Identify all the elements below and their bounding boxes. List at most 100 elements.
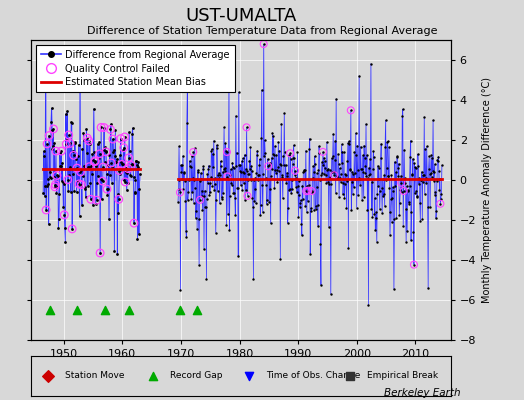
Point	[423, 176, 431, 182]
Point	[73, 165, 81, 171]
Point	[242, 124, 250, 130]
Point	[406, 183, 414, 189]
Point	[53, 172, 61, 179]
Point	[308, 188, 316, 194]
Point	[209, 164, 217, 170]
Point	[410, 160, 419, 166]
Point	[357, 166, 366, 172]
Point	[283, 220, 292, 226]
Point	[97, 196, 106, 202]
Point	[66, 140, 74, 146]
Point	[214, 169, 223, 176]
Point	[190, 145, 199, 151]
Point	[333, 174, 341, 181]
Point	[72, 189, 81, 195]
Point	[380, 172, 388, 178]
Point	[181, 178, 189, 184]
Point	[421, 174, 430, 181]
Point	[334, 161, 343, 168]
Point	[319, 149, 327, 155]
Point	[208, 146, 216, 152]
Point	[337, 141, 346, 148]
Point	[54, 225, 62, 231]
Point	[177, 162, 185, 168]
Point	[373, 238, 381, 245]
Point	[408, 172, 417, 179]
Point	[242, 187, 250, 194]
Point	[186, 163, 194, 169]
Point	[402, 183, 411, 190]
Point	[369, 148, 377, 154]
Point	[82, 194, 90, 200]
Point	[219, 190, 227, 196]
Point	[319, 162, 328, 168]
Point	[127, 162, 135, 169]
Point	[78, 202, 86, 208]
Point	[341, 181, 349, 188]
Point	[205, 180, 214, 186]
Point	[364, 302, 373, 308]
Point	[179, 185, 188, 192]
Point	[205, 192, 214, 198]
Point	[108, 136, 117, 142]
Point	[395, 160, 403, 167]
Point	[346, 107, 355, 114]
Point	[352, 152, 361, 158]
Point	[86, 196, 95, 202]
Point	[399, 188, 408, 194]
Point	[280, 149, 289, 155]
Point	[223, 149, 231, 155]
Point	[45, 132, 53, 139]
Point	[188, 153, 196, 159]
Point	[242, 166, 250, 172]
Point	[198, 187, 206, 194]
Point	[176, 189, 184, 196]
Point	[77, 169, 85, 175]
Point	[344, 140, 352, 147]
Point	[290, 172, 299, 178]
Point	[101, 307, 109, 313]
Point	[282, 172, 291, 179]
Point	[59, 179, 67, 186]
Point	[49, 126, 58, 132]
Point	[126, 173, 135, 180]
Point	[345, 140, 354, 147]
Point	[326, 174, 334, 181]
Point	[336, 179, 345, 185]
Point	[438, 162, 446, 168]
Text: Empirical Break: Empirical Break	[367, 372, 438, 380]
Point	[182, 234, 191, 240]
Point	[122, 169, 130, 176]
Point	[53, 172, 61, 179]
Point	[305, 136, 314, 142]
Point	[392, 215, 400, 221]
Point	[90, 106, 98, 112]
Point	[197, 170, 205, 176]
Point	[117, 159, 125, 165]
Point	[401, 175, 409, 182]
Point	[132, 177, 140, 183]
Point	[318, 170, 326, 176]
Point	[104, 186, 112, 192]
Point	[304, 182, 313, 188]
Point	[369, 166, 377, 172]
Point	[69, 152, 78, 158]
Point	[245, 171, 253, 178]
Point	[366, 156, 374, 162]
Point	[389, 188, 398, 194]
Point	[429, 178, 438, 184]
Point	[62, 141, 70, 147]
Point	[263, 196, 271, 203]
Point	[121, 134, 129, 140]
Point	[304, 188, 312, 194]
Point	[42, 207, 50, 213]
Point	[235, 167, 244, 174]
Point	[427, 170, 435, 176]
Point	[434, 158, 442, 164]
Point	[409, 156, 417, 162]
Point	[415, 175, 423, 182]
Point	[198, 207, 206, 214]
Point	[49, 142, 57, 149]
Point	[379, 191, 388, 197]
Point	[354, 174, 363, 181]
